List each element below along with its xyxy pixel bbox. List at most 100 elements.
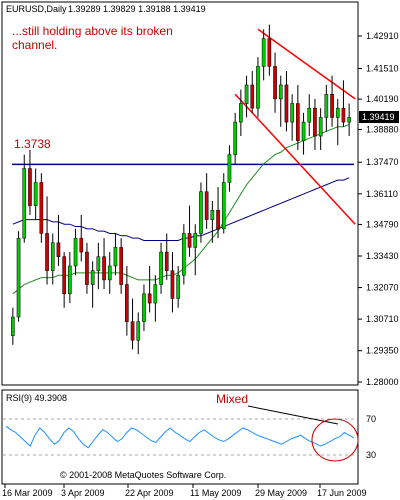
price-tick-label: 1.30710 [366,314,399,324]
time-tick-label: 29 May 2009 [255,488,307,498]
candle-body [102,256,106,281]
candle-body [96,256,101,271]
price-tick-label: 1.36110 [366,189,398,199]
price-tick-label: 1.37470 [366,157,399,167]
level-label: 1.3738 [14,137,51,151]
candle-body [90,270,95,285]
candle-body [68,265,72,295]
price-axis: 1.42910 1.41510 1.40190 1.38880 1.37470 1.361… [358,31,399,460]
time-tick-label: 11 May 2009 [190,488,241,498]
candle [16,231,21,322]
candle-body [318,117,323,137]
candle-body [73,237,78,267]
candle [130,298,135,350]
price-tick-label: 1.33430 [366,251,399,261]
channel-lines [234,28,356,225]
candle [216,187,220,239]
candle [170,252,175,313]
candle-body [199,191,203,234]
candle-body [119,247,123,285]
candle-body [39,182,44,234]
candle [182,224,186,285]
candle [68,252,72,304]
candle-body [244,84,249,104]
price-tick-label: 1.41510 [366,63,399,73]
candle [153,275,158,322]
candle-body [216,210,220,230]
candle [33,168,38,220]
candle [284,71,289,132]
candle [62,252,66,308]
candle [324,84,329,132]
rsi-line [5,425,355,449]
candle [90,261,95,308]
candle-body [278,84,283,100]
candle-body [176,275,180,299]
candle-body [267,38,272,67]
candle [159,242,163,294]
candle-body [153,284,158,304]
slow-moving-average [12,177,350,241]
candle [250,71,255,113]
rsi-annotation: Mixed [216,392,248,406]
candle [39,173,44,243]
candle-body [273,66,277,100]
candle [50,233,55,285]
price-tick-label: 1.32070 [366,283,399,293]
candle [22,154,27,243]
candle [256,57,260,118]
candle [125,265,129,336]
candle [102,238,106,290]
candle-body [125,284,129,322]
candle [85,242,89,294]
candle [79,214,84,262]
candle [210,201,215,243]
candle-body [130,321,135,341]
candle-body [28,168,32,206]
price-tick-label: 1.42910 [366,31,399,41]
candle [193,224,198,276]
candle [267,24,272,76]
candle-body [107,265,112,281]
candle-body [159,251,163,285]
candle [233,112,237,164]
candle-body [204,191,209,220]
candle [301,112,306,155]
candle [261,29,266,81]
candle [204,173,209,229]
candle [45,196,49,285]
channel-upper-line [257,28,356,100]
rsi-highlight-circle [311,418,359,462]
candle [296,84,300,150]
candle [244,75,249,118]
candle [330,75,334,127]
candle [142,284,146,331]
price-tick-label: 1.29350 [366,346,399,356]
price-tick-label: 1.40190 [366,94,399,104]
rsi-level-label: 70 [366,414,376,424]
candle [199,182,203,243]
candle-body [284,84,289,123]
candle-body [221,182,226,230]
candle-body [301,121,306,141]
rsi-trendline [247,405,339,425]
time-tick-label: 16 Mar 2009 [2,488,53,498]
candle-body [11,316,15,336]
time-tick-label: 17 Jun 2009 [317,488,367,498]
candle-body [79,237,84,253]
candle-body [136,321,141,341]
candle-body [113,247,118,267]
candle [341,80,346,127]
candle-body [142,293,146,322]
candle-body [227,154,232,183]
candle-body [290,103,294,123]
annotation-note-line2: channel. [12,38,57,52]
candle [307,94,312,137]
candle-body [330,94,334,118]
candle-body [296,103,300,141]
candle [56,214,61,266]
candle-body [147,293,152,304]
candle-body [182,233,186,276]
